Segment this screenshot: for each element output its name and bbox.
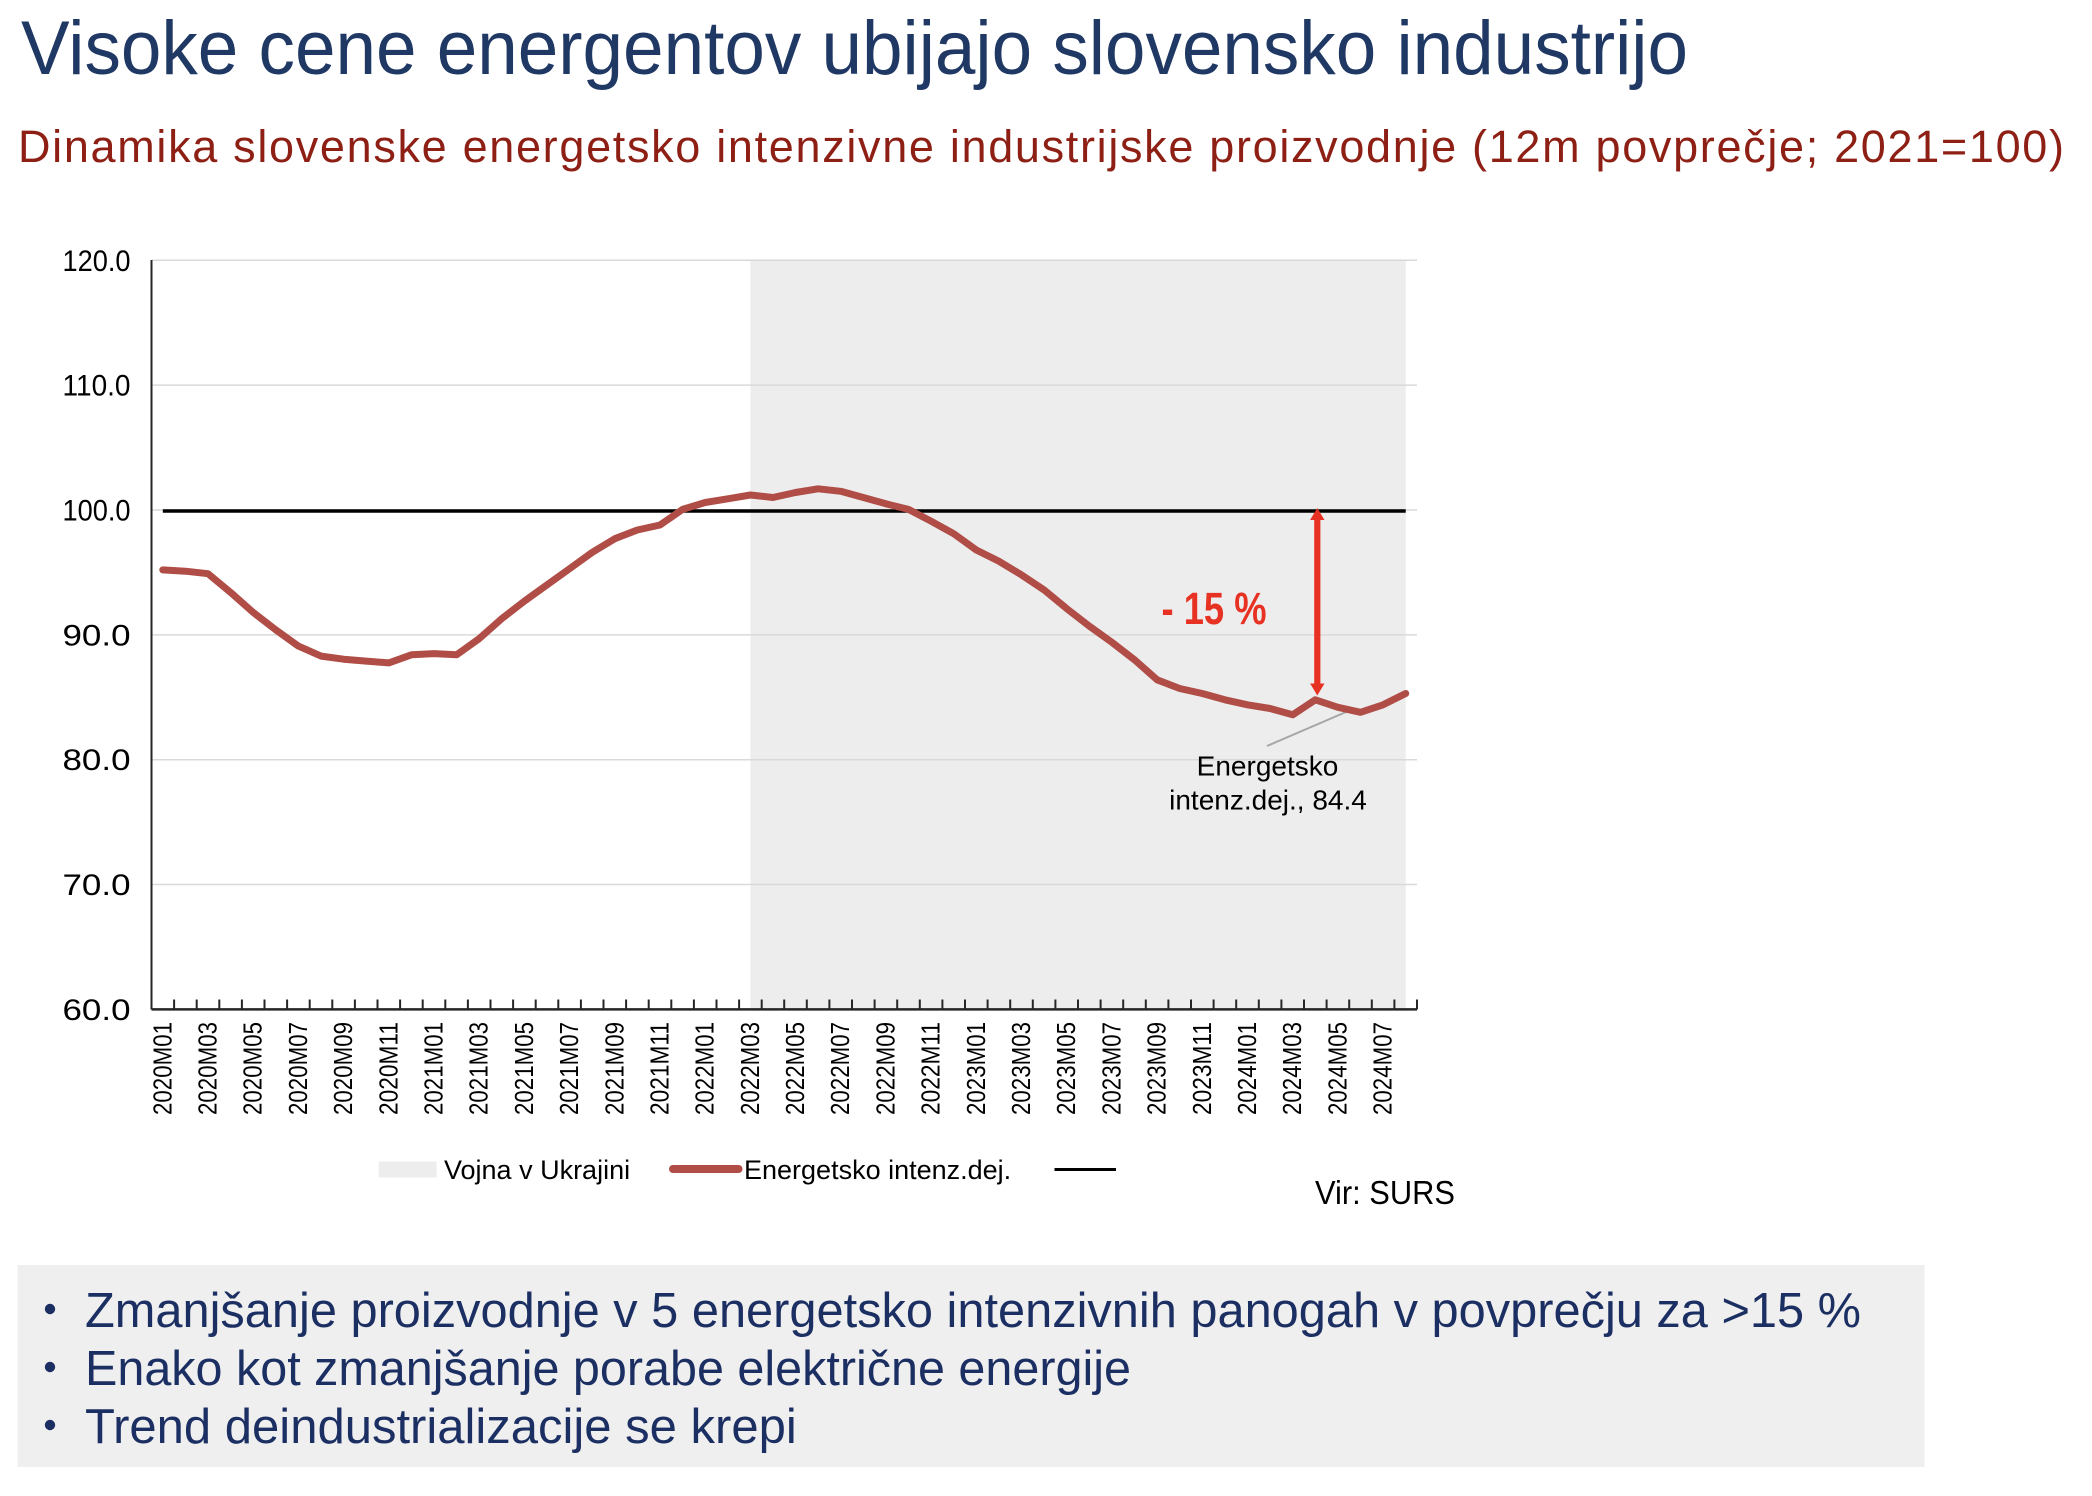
svg-text:Trend deindustrializacije se k: Trend deindustrializacije se krepi (85, 1400, 797, 1454)
svg-text:2022M05: 2022M05 (780, 1022, 810, 1115)
svg-text:Energetsko: Energetsko (1197, 751, 1339, 782)
svg-text:2021M09: 2021M09 (599, 1022, 629, 1115)
svg-text:2022M01: 2022M01 (690, 1022, 720, 1115)
svg-text:2020M05: 2020M05 (238, 1022, 268, 1115)
svg-text:2021M07: 2021M07 (554, 1022, 584, 1115)
svg-text:Dinamika slovenske energetsko: Dinamika slovenske energetsko intenzivne… (18, 121, 2064, 172)
svg-text:2022M07: 2022M07 (825, 1022, 855, 1115)
svg-text:2020M03: 2020M03 (193, 1022, 223, 1115)
svg-text:120.0: 120.0 (63, 245, 131, 278)
svg-text:110.0: 110.0 (63, 370, 131, 403)
svg-text:2022M09: 2022M09 (870, 1022, 900, 1115)
svg-text:2021M01: 2021M01 (419, 1022, 449, 1115)
svg-text:2023M01: 2023M01 (961, 1022, 991, 1115)
svg-text:2023M03: 2023M03 (1006, 1022, 1036, 1115)
svg-text:2024M07: 2024M07 (1368, 1022, 1398, 1115)
svg-text:2020M07: 2020M07 (283, 1022, 313, 1115)
svg-text:Vojna v Ukrajini: Vojna v Ukrajini (444, 1155, 630, 1185)
svg-text:- 15 %: - 15 % (1162, 583, 1267, 634)
svg-text:Energetsko intenz.dej.: Energetsko intenz.dej. (744, 1155, 1011, 1185)
svg-text:2022M11: 2022M11 (916, 1022, 946, 1115)
svg-text:2023M07: 2023M07 (1096, 1022, 1126, 1115)
svg-text:2023M05: 2023M05 (1051, 1022, 1081, 1115)
svg-text:2022M03: 2022M03 (735, 1022, 765, 1115)
svg-text:Zmanjšanje proizvodnje v 5 ene: Zmanjšanje proizvodnje v 5 energetsko in… (85, 1284, 1861, 1338)
svg-text:60.0: 60.0 (63, 994, 131, 1027)
svg-text:2020M11: 2020M11 (373, 1022, 403, 1115)
svg-text:Visoke cene energentov ubijajo: Visoke cene energentov ubijajo slovensko… (21, 6, 1688, 91)
svg-text:100.0: 100.0 (63, 495, 131, 528)
svg-text:2024M03: 2024M03 (1277, 1022, 1307, 1115)
svg-text:2021M11: 2021M11 (645, 1022, 675, 1115)
svg-text:2023M11: 2023M11 (1187, 1022, 1217, 1115)
svg-text:2024M05: 2024M05 (1322, 1022, 1352, 1115)
svg-text:2021M05: 2021M05 (509, 1022, 539, 1115)
svg-text:80.0: 80.0 (63, 744, 131, 777)
svg-text:intenz.dej., 84.4: intenz.dej., 84.4 (1169, 785, 1367, 816)
svg-text:70.0: 70.0 (63, 869, 131, 902)
svg-text:2020M01: 2020M01 (147, 1022, 177, 1115)
svg-text:2024M01: 2024M01 (1232, 1022, 1262, 1115)
svg-text:Vir: SURS: Vir: SURS (1315, 1174, 1455, 1211)
svg-text:2023M09: 2023M09 (1142, 1022, 1172, 1115)
svg-text:2020M09: 2020M09 (328, 1022, 358, 1115)
svg-text:90.0: 90.0 (63, 619, 131, 652)
svg-text:2021M03: 2021M03 (464, 1022, 494, 1115)
svg-text:Enako kot zmanjšanje porabe el: Enako kot zmanjšanje porabe električne e… (85, 1342, 1131, 1396)
